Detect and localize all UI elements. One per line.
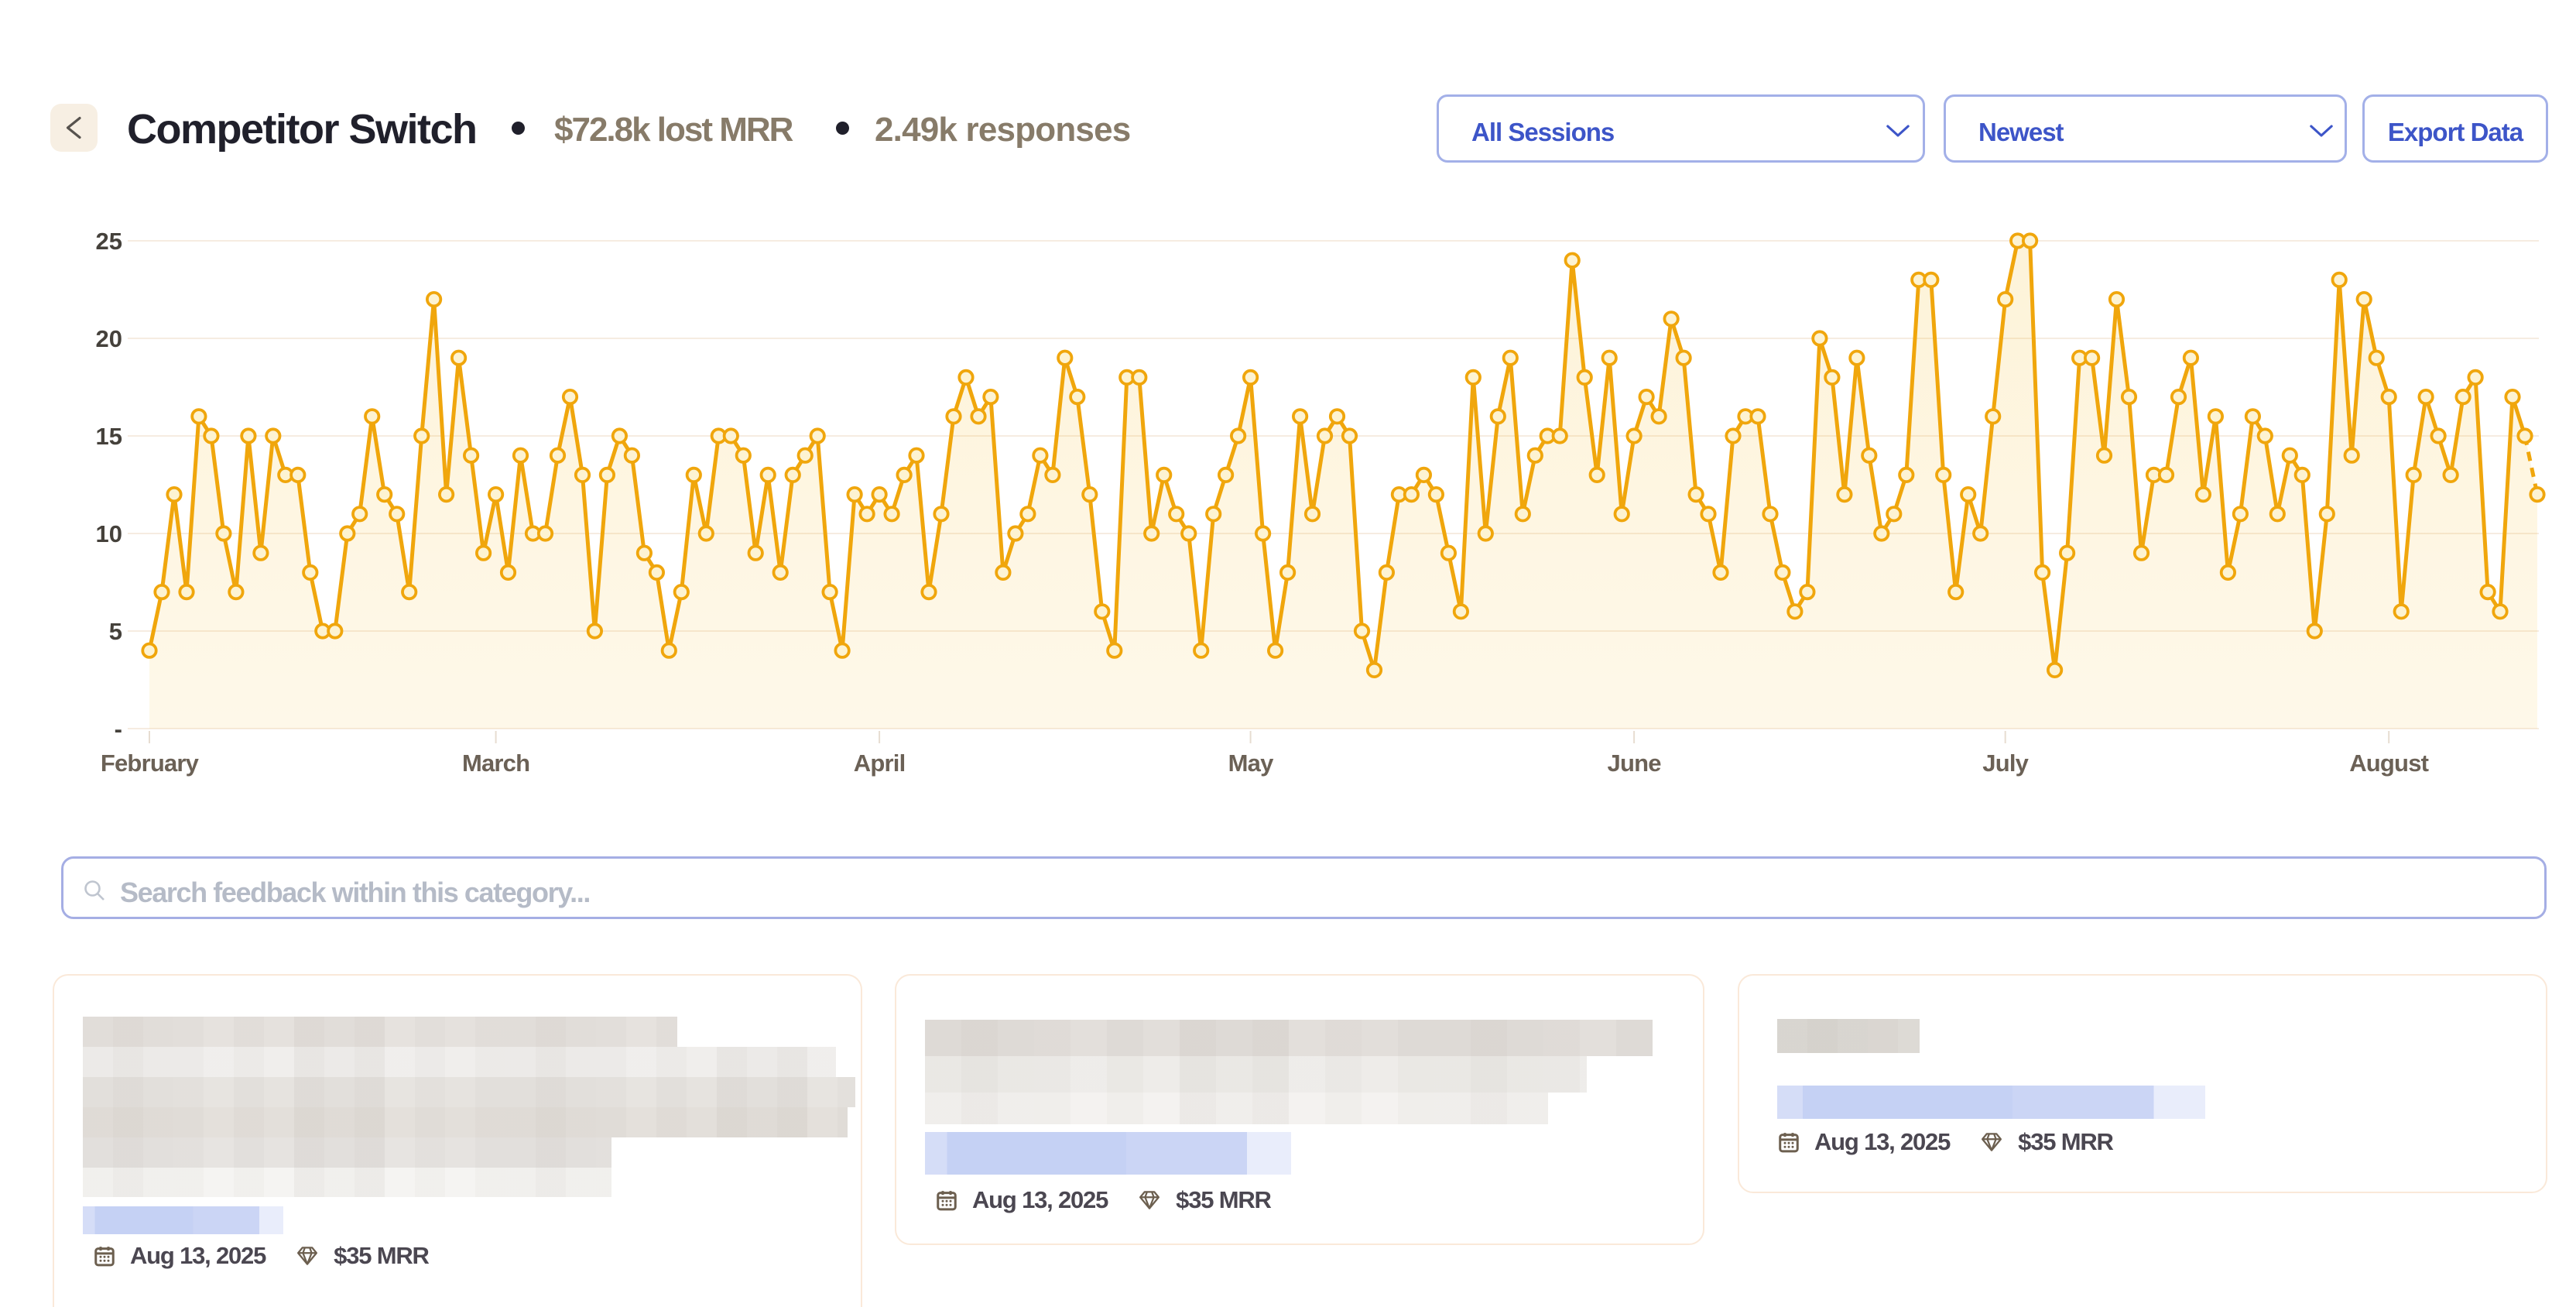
svg-text:10: 10: [96, 520, 122, 547]
svg-text:August: August: [2349, 750, 2428, 777]
svg-text:March: March: [462, 750, 529, 777]
svg-text:February: February: [101, 750, 200, 777]
svg-text:-: -: [115, 715, 122, 743]
svg-text:15: 15: [96, 423, 122, 450]
svg-text:June: June: [1608, 750, 1662, 777]
svg-text:May: May: [1228, 750, 1274, 777]
svg-text:25: 25: [96, 228, 122, 255]
svg-text:5: 5: [109, 618, 122, 645]
svg-text:April: April: [854, 750, 906, 777]
svg-text:20: 20: [96, 325, 122, 352]
svg-text:July: July: [1982, 750, 2029, 777]
